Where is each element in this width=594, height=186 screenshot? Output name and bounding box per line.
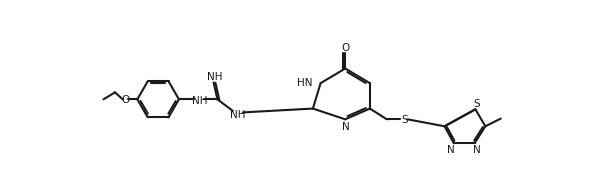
Text: N: N	[447, 145, 454, 155]
Text: S: S	[473, 99, 480, 109]
Text: N: N	[473, 145, 481, 155]
Text: O: O	[341, 43, 349, 53]
Text: NH: NH	[207, 72, 222, 82]
Text: NH: NH	[230, 110, 246, 120]
Text: HN: HN	[296, 78, 312, 88]
Text: O: O	[121, 94, 129, 105]
Text: NH: NH	[192, 96, 207, 106]
Text: N: N	[342, 122, 350, 132]
Text: S: S	[401, 115, 408, 125]
